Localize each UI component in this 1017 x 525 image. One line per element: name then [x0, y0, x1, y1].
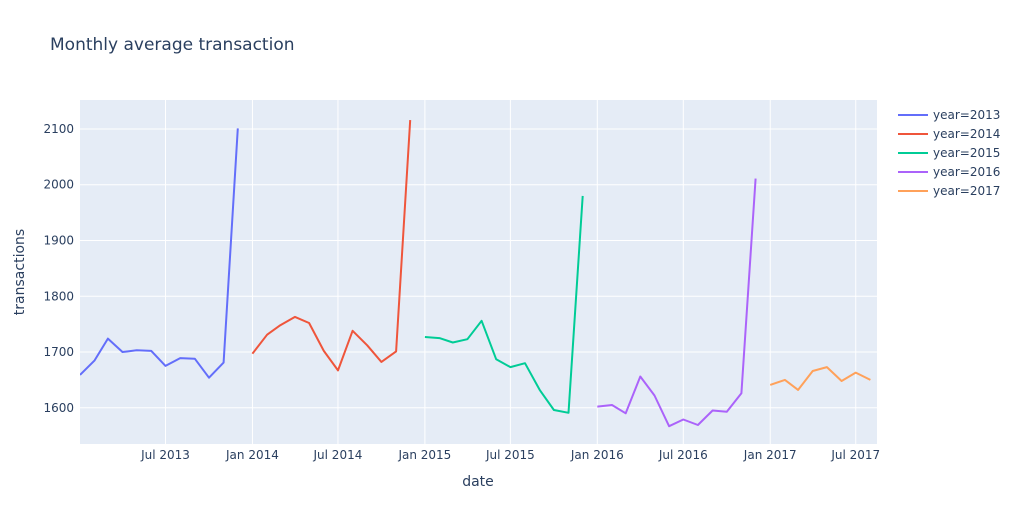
legend-item[interactable]: year=2017 — [898, 184, 1000, 198]
y-tick-label: 1800 — [43, 289, 74, 303]
x-tick-label: Jan 2014 — [225, 448, 279, 462]
grid-lines — [80, 100, 877, 444]
series-line-year-2016[interactable] — [597, 178, 757, 428]
x-tick-label: Jul 2016 — [658, 448, 708, 462]
x-tick-label: Jul 2013 — [140, 448, 190, 462]
legend-label: year=2013 — [933, 108, 1000, 122]
y-tick-label: 2000 — [43, 178, 74, 192]
y-tick-label: 1900 — [43, 233, 74, 247]
x-axis-ticks: Jul 2013 Jan 2014 Jul 2014 Jan 2015 Jul 2015… — [140, 448, 880, 462]
y-axis-ticks: 1600 1700 1800 1900 2000 2100 — [43, 122, 74, 415]
y-tick-label: 1700 — [43, 345, 74, 359]
series-line-year-2014[interactable] — [251, 120, 412, 372]
y-tick-label: 1600 — [43, 401, 74, 415]
legend-item[interactable]: year=2015 — [898, 146, 1000, 160]
series-line-year-2015[interactable] — [424, 195, 584, 414]
legend-item[interactable]: year=2013 — [898, 108, 1000, 122]
plot-area — [80, 100, 877, 444]
legend-item[interactable]: year=2014 — [898, 127, 1000, 141]
series-line-year-2017[interactable] — [769, 366, 871, 391]
legend-label: year=2014 — [933, 127, 1000, 141]
legend-item[interactable]: year=2016 — [898, 165, 1000, 179]
x-tick-label: Jan 2015 — [397, 448, 451, 462]
x-axis-title: date — [462, 474, 494, 490]
y-axis-title: transactions — [12, 229, 28, 315]
legend-label: year=2016 — [933, 165, 1000, 179]
series-line-year-2013[interactable] — [80, 128, 239, 379]
x-tick-label: Jul 2017 — [830, 448, 880, 462]
y-tick-label: 2100 — [43, 122, 74, 136]
legend: year=2013 year=2014 year=2015 year=2016 year… — [898, 108, 1000, 198]
x-tick-label: Jul 2015 — [485, 448, 535, 462]
legend-label: year=2015 — [933, 146, 1000, 160]
x-tick-label: Jan 2016 — [570, 448, 624, 462]
chart-title: Monthly average transaction — [50, 35, 295, 55]
series-layer — [80, 120, 871, 428]
legend-label: year=2017 — [933, 184, 1000, 198]
x-tick-label: Jul 2014 — [313, 448, 363, 462]
x-tick-label: Jan 2017 — [743, 448, 797, 462]
